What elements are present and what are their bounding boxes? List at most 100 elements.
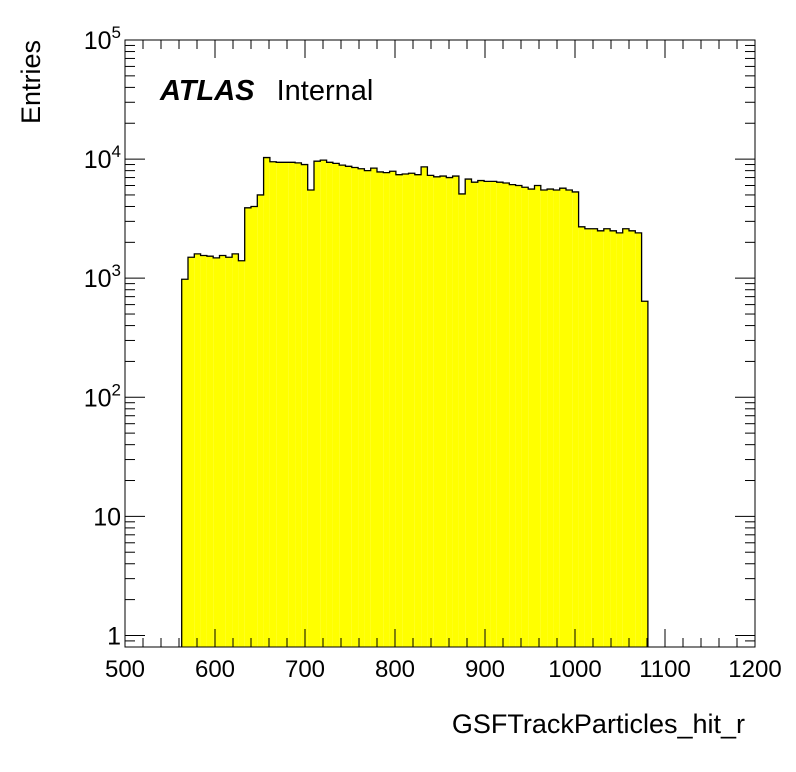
y-tick-label-exponent: 3 (112, 261, 121, 280)
histogram-bar (320, 160, 327, 647)
histogram-bar (345, 166, 352, 647)
histogram-bar (269, 161, 277, 648)
histogram-bar (440, 176, 447, 648)
histogram-bar (389, 171, 396, 647)
x-tick-label: 500 (105, 656, 145, 683)
x-tick-label: 900 (465, 656, 505, 683)
histogram-bar (251, 206, 258, 647)
x-tick-label: 600 (195, 656, 235, 683)
histogram-bar (295, 162, 302, 647)
histogram-bar (641, 301, 648, 647)
plot-frame (124, 39, 756, 648)
y-tick-label-base: 10 (93, 503, 121, 531)
histogram-bar (446, 177, 453, 647)
x-tick-label: 1200 (728, 656, 781, 683)
histogram-bar (591, 228, 598, 648)
histogram-bar (206, 256, 214, 647)
histogram-bar (566, 190, 573, 647)
histogram-bar (307, 190, 314, 647)
histogram-bar (572, 191, 579, 648)
histogram-bar (528, 189, 535, 647)
histogram-bar (225, 257, 233, 647)
histogram-bar (433, 176, 440, 647)
histogram-bar (219, 255, 226, 647)
histogram-bar (276, 162, 283, 648)
histogram-bar (377, 171, 384, 647)
axis-ticks (124, 39, 756, 648)
histogram-bar (351, 167, 359, 648)
histogram-bar (616, 232, 623, 647)
histogram-bar (490, 181, 497, 647)
histogram-bar (358, 168, 365, 648)
y-tick-label-base: 10 (84, 146, 112, 174)
histogram-bar (402, 173, 409, 647)
histogram-bar (509, 184, 516, 647)
histogram-bar (603, 228, 611, 648)
x-tick-label: 700 (285, 656, 325, 683)
histogram-bars (181, 156, 649, 648)
histogram-bar (395, 174, 403, 647)
histogram-bar (578, 226, 585, 648)
histogram-bar (553, 190, 560, 647)
atlas-label: ATLAS Internal (159, 75, 373, 107)
histogram-bar (597, 230, 604, 647)
histogram-bar (326, 162, 333, 648)
histogram-bar (332, 163, 340, 647)
histogram-bar (635, 232, 642, 647)
histogram-bar (238, 260, 245, 647)
histogram-bar (194, 253, 201, 647)
y-tick-label-exponent: 2 (112, 380, 121, 399)
histogram-bar (540, 190, 548, 647)
y-tick-label-base: 10 (84, 384, 112, 412)
histogram-bar (458, 193, 466, 648)
histogram-bar (244, 207, 251, 647)
histogram-bar (188, 257, 195, 647)
histogram-bar (288, 162, 296, 648)
histogram-bar (301, 164, 308, 647)
histogram-bar (559, 188, 566, 648)
histogram-bar (257, 194, 264, 647)
histogram-bar (364, 170, 371, 648)
histogram-bar (282, 162, 289, 648)
histogram-bar (383, 172, 390, 647)
x-tick-labels: 500 600 700 800 900 1000 1100 1200 (105, 656, 782, 683)
y-tick-label: 10 (93, 503, 121, 531)
y-tick-label: 102 (84, 380, 121, 412)
histogram-bar (622, 228, 629, 648)
histogram-bar (547, 189, 554, 647)
histogram-bar (339, 165, 346, 647)
histogram-bar (515, 185, 522, 647)
histogram-bar (471, 182, 478, 647)
x-tick-label: 800 (375, 656, 415, 683)
histogram-bar (503, 182, 510, 647)
y-tick-label: 104 (84, 142, 121, 174)
histogram-bar (629, 230, 636, 647)
atlas-label-internal: Internal (277, 75, 374, 107)
histogram-outline (181, 156, 649, 647)
y-tick-label-exponent: 4 (112, 142, 121, 161)
histogram-bar (232, 253, 239, 647)
histogram-bar (427, 175, 434, 647)
histogram-bar (421, 166, 428, 647)
y-tick-label: 105 (84, 23, 121, 55)
y-axis-title: Entries (16, 40, 46, 124)
atlas-label-bold: ATLAS (159, 75, 255, 107)
y-tick-label-base: 10 (84, 27, 112, 55)
x-axis-title: GSFTrackParticles_hit_r (452, 709, 745, 739)
histogram-bar (181, 279, 188, 647)
histogram-bar (452, 176, 459, 648)
histogram-bar (213, 257, 220, 647)
histogram-bar (408, 173, 415, 647)
histogram-bar (484, 181, 491, 647)
histogram-bar (370, 168, 377, 647)
histogram-bar (477, 180, 485, 648)
histogram-bar (263, 157, 270, 647)
histogram-bar (496, 182, 503, 647)
y-tick-label: 103 (84, 261, 121, 293)
x-tick-label: 1100 (639, 656, 691, 683)
histogram-bar (521, 187, 529, 647)
y-tick-label: 1 (107, 622, 121, 650)
y-tick-label-exponent: 5 (112, 23, 121, 42)
